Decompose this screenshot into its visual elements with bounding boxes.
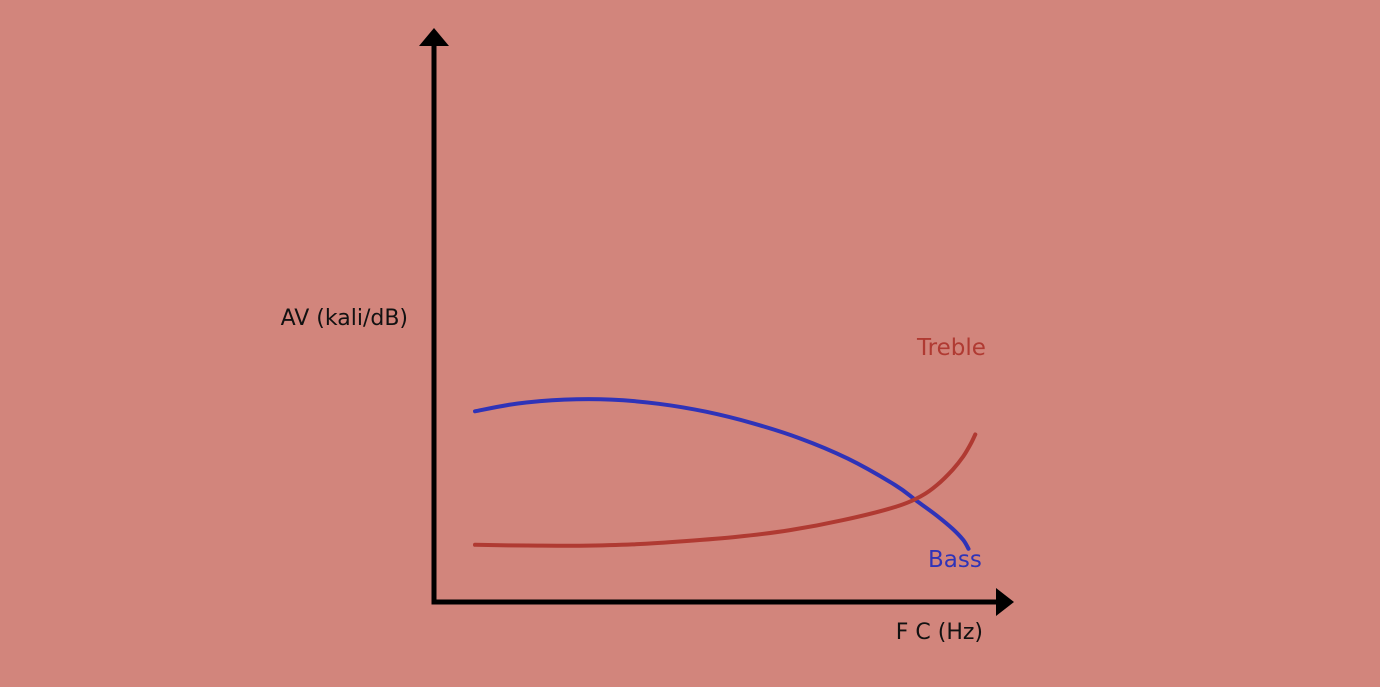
series-line-bass (473, 397, 971, 551)
x-axis-label: F C (Hz) (896, 620, 983, 645)
series-layer (473, 397, 978, 551)
y-axis-label: AV (kali/dB) (281, 306, 408, 331)
x-axis-arrowhead (996, 588, 1014, 616)
series-label-bass: Bass (928, 547, 982, 573)
series-line-treble (473, 432, 978, 548)
y-axis-arrowhead (419, 28, 449, 46)
chart-axes (419, 28, 1014, 616)
series-label-treble: Treble (916, 335, 986, 361)
